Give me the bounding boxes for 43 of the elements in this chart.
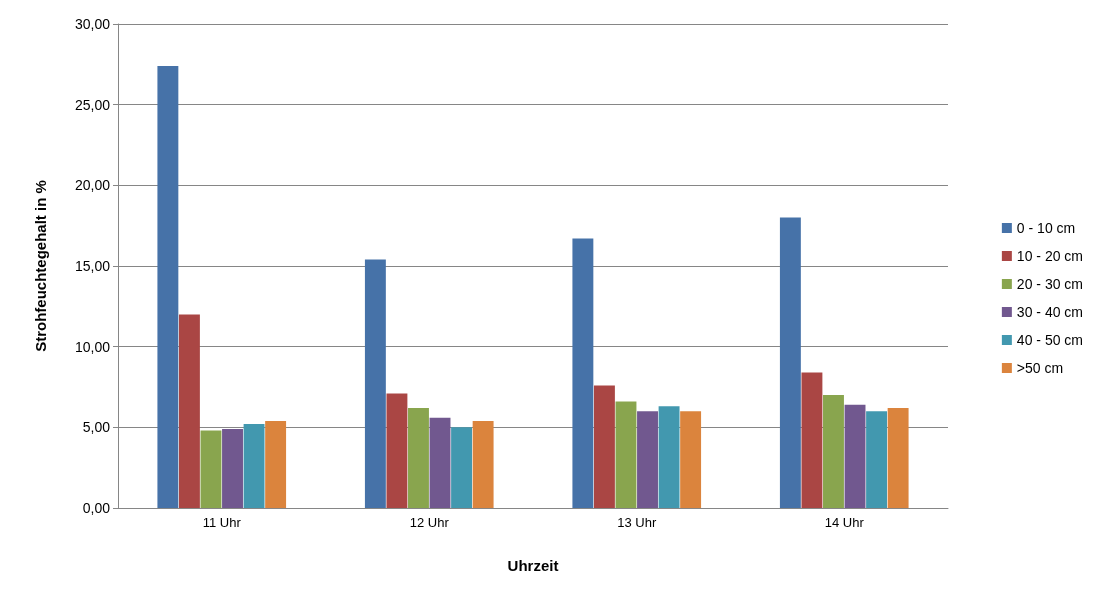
bar — [779, 217, 801, 508]
bar — [178, 314, 200, 508]
bar — [593, 385, 615, 508]
bar — [265, 420, 287, 508]
bar — [680, 411, 702, 508]
x-tick-label: 13 Uhr — [617, 515, 657, 530]
legend-label: 10 - 20 cm — [1016, 248, 1083, 264]
legend-label: 0 - 10 cm — [1016, 220, 1076, 236]
bar — [451, 427, 473, 508]
bar — [222, 428, 243, 508]
bar — [386, 393, 408, 508]
bar — [615, 401, 637, 508]
bar — [429, 417, 451, 508]
bar — [472, 420, 494, 508]
bar — [157, 65, 179, 508]
bar — [364, 259, 386, 508]
y-axis-title: Strohfeuchtegehalt in % — [32, 180, 49, 352]
y-tick-label: 20,00 — [74, 177, 111, 194]
x-axis-title: Uhrzeit — [507, 557, 559, 574]
y-tick-label: 10,00 — [74, 338, 111, 355]
y-tick-label: 0,00 — [82, 500, 111, 516]
bar — [408, 407, 429, 508]
x-tick-label: 14 Uhr — [824, 515, 865, 530]
bar — [572, 238, 594, 508]
bar — [887, 407, 909, 508]
bar — [801, 372, 823, 508]
y-tick-label: 25,00 — [74, 96, 111, 113]
x-tick-label: 12 Uhr — [409, 515, 450, 530]
bar — [243, 424, 265, 508]
bar — [866, 411, 888, 508]
y-tick-label: 15,00 — [74, 258, 111, 274]
bar — [823, 395, 844, 508]
legend-label: >50 cm — [1016, 360, 1064, 376]
bar — [844, 404, 866, 508]
y-tick-label: 5,00 — [82, 419, 111, 436]
x-tick-label: 11 Uhr — [202, 515, 242, 530]
legend-label: 30 - 40 cm — [1016, 304, 1083, 320]
legend-label: 20 - 30 cm — [1016, 276, 1083, 292]
bar — [637, 411, 658, 508]
bar — [658, 406, 680, 508]
legend-label: 40 - 50 cm — [1016, 332, 1083, 348]
bar — [200, 430, 222, 508]
y-tick-label: 30,00 — [74, 16, 111, 32]
